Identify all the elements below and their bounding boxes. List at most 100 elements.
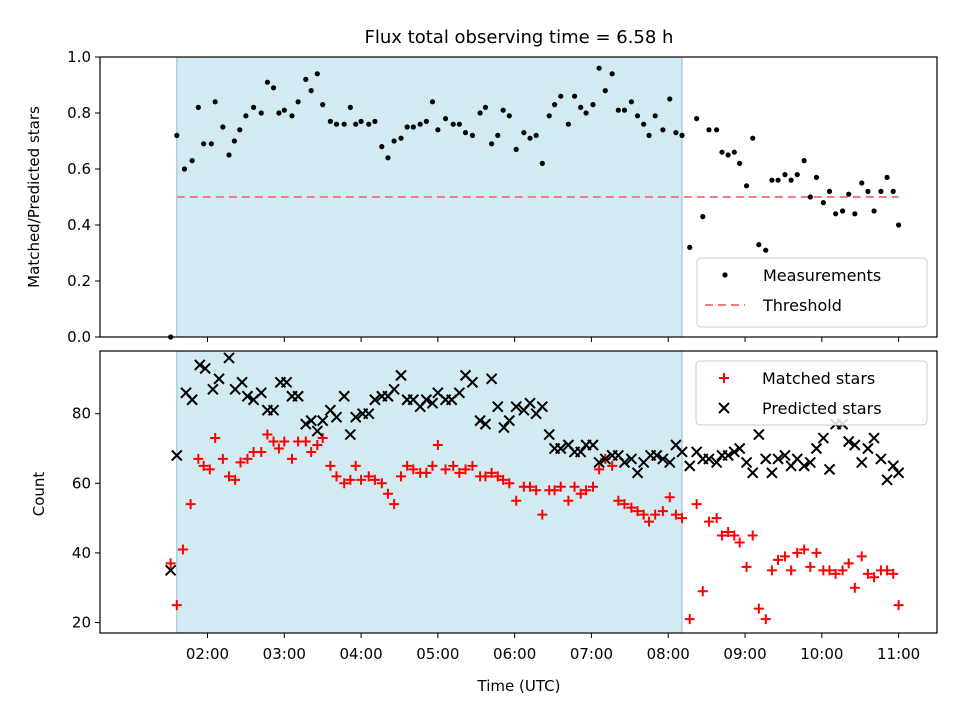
predicted-stars-point xyxy=(676,446,688,458)
matched-stars-point xyxy=(511,495,522,506)
measurement-point xyxy=(565,121,572,127)
measurement-point xyxy=(527,135,533,141)
matched-stars-point xyxy=(638,509,649,520)
predicted-stars-point xyxy=(703,453,715,465)
matched-stars-point xyxy=(198,460,209,471)
measurement-point xyxy=(571,93,578,99)
bottom-axes-frame xyxy=(99,350,938,634)
measurement-point xyxy=(250,104,257,110)
x-tick-label: 11:00 xyxy=(877,645,920,663)
top-y-tick-label: 0.6 xyxy=(67,160,91,178)
predicted-stars-point xyxy=(213,373,225,385)
measurement-point xyxy=(719,149,725,155)
predicted-stars-point xyxy=(823,463,836,476)
matched-stars-point xyxy=(440,464,451,475)
x-tick-label: 09:00 xyxy=(723,645,766,663)
matched-stars-point xyxy=(363,471,374,482)
measurement-point xyxy=(833,211,839,217)
matched-stars-point xyxy=(279,436,290,447)
predicted-stars-point xyxy=(875,453,887,465)
measurement-point xyxy=(347,104,353,110)
legend-label: Matched stars xyxy=(762,369,875,388)
matched-stars-point xyxy=(670,509,681,520)
bottom-y-tick-label: 60 xyxy=(72,474,91,492)
predicted-stars-point xyxy=(485,373,498,385)
predicted-stars-point xyxy=(722,449,734,462)
top-y-tick-label: 0.4 xyxy=(67,216,91,234)
measurement-point xyxy=(609,71,615,77)
measurement-point xyxy=(220,124,226,130)
predicted-stars-point xyxy=(753,428,765,441)
matched-stars-point xyxy=(766,565,777,576)
measurement-point xyxy=(258,110,264,116)
measurement-point xyxy=(264,79,270,85)
matched-stars-point xyxy=(626,502,637,513)
measurement-point xyxy=(763,247,769,253)
legend-box xyxy=(696,257,928,328)
top-y-tick-label: 0.2 xyxy=(67,272,91,290)
matched-stars-point xyxy=(664,492,675,503)
measurement-point xyxy=(314,71,320,77)
matched-stars-point xyxy=(697,586,708,597)
predicted-stars-point xyxy=(810,442,823,455)
predicted-stars-point xyxy=(664,456,676,469)
matched-stars-point xyxy=(869,572,880,583)
predicted-stars-point xyxy=(733,442,746,455)
measurement-point xyxy=(489,141,495,147)
matched-stars-point xyxy=(882,565,893,576)
matched-stars-point xyxy=(760,614,771,625)
matched-stars-point xyxy=(448,460,459,471)
matched-stars-point xyxy=(691,499,702,510)
measurement-point xyxy=(276,110,282,116)
predicted-stars-point xyxy=(524,397,536,409)
matched-stars-point xyxy=(563,495,574,506)
predicted-stars-point xyxy=(474,414,486,427)
matched-stars-point xyxy=(306,446,317,457)
measurement-point xyxy=(871,208,877,214)
predicted-stars-point xyxy=(868,432,880,444)
matched-stars-point xyxy=(193,453,204,464)
measurement-point xyxy=(462,130,469,136)
chart-title: Flux total observing time = 6.58 h xyxy=(365,27,674,48)
measurement-point xyxy=(237,127,243,133)
predicted-stars-point xyxy=(255,387,267,399)
measurement-point xyxy=(846,191,852,197)
matched-stars-point xyxy=(703,516,714,527)
matched-stars-point xyxy=(408,464,419,475)
predicted-stars-point xyxy=(199,362,211,375)
measurement-point xyxy=(859,180,865,186)
measurement-point xyxy=(379,144,385,150)
measurement-point xyxy=(826,188,833,194)
matched-stars-point xyxy=(235,457,246,468)
matched-stars-point xyxy=(486,467,497,478)
bottom-axes: 20 40 60 80 02:00 03:00 04:00 05:00 06:00 07:00 08… xyxy=(72,350,938,663)
matched-stars-point xyxy=(331,471,342,482)
measurement-point xyxy=(700,214,706,220)
x-tick-label: 10:00 xyxy=(800,645,843,663)
matched-stars-point xyxy=(805,561,816,572)
measurement-point xyxy=(794,172,800,178)
matched-stars-point xyxy=(837,565,848,576)
predicted-stars-point xyxy=(543,428,555,441)
matched-stars-point xyxy=(369,474,380,485)
matched-stars-point xyxy=(650,509,661,520)
legend-measurement-marker xyxy=(722,272,728,278)
predicted-stars-point xyxy=(479,418,492,430)
predicted-stars-point xyxy=(395,369,407,382)
measurement-point xyxy=(706,127,712,133)
matched-stars-point xyxy=(549,485,560,496)
measurement-point xyxy=(737,160,743,166)
predicted-stars-point xyxy=(625,453,638,465)
measurement-point xyxy=(295,99,301,105)
top-axes-frame xyxy=(99,56,938,338)
matched-stars-point xyxy=(888,568,899,579)
matched-stars-point xyxy=(242,453,253,464)
x-axis-label: Time (UTC) xyxy=(477,677,561,695)
predicted-stars-point xyxy=(194,359,206,371)
matched-stars-point xyxy=(849,582,860,593)
matched-stars-point xyxy=(498,474,509,485)
predicted-stars-point xyxy=(305,414,317,427)
matched-stars-point xyxy=(569,481,580,492)
measurement-point xyxy=(189,158,195,164)
measurement-point xyxy=(890,188,896,194)
